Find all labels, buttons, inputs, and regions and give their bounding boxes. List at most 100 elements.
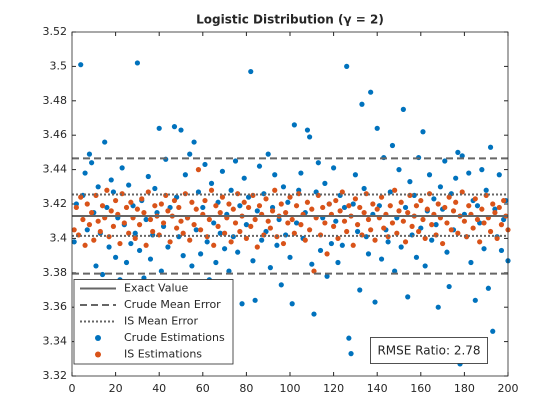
point [248,68,254,75]
x-tick-label: 100 [280,382,301,395]
point [291,230,297,236]
point [455,230,461,236]
point [226,201,232,207]
point [102,139,108,145]
point [487,228,494,235]
point [108,208,114,214]
point [429,237,435,243]
point [339,242,345,248]
point [228,187,234,193]
x-tick-label: 140 [367,382,388,395]
point [291,122,297,128]
point [219,168,226,174]
point [289,301,295,307]
point [322,180,328,186]
x-tick-label: 200 [498,382,519,395]
point [285,220,291,226]
point [446,194,452,200]
point [213,203,219,209]
legend-label: Exact Value [124,282,188,295]
point [359,101,365,107]
point [402,239,409,245]
point [189,263,195,269]
point [71,239,77,245]
point [193,206,199,212]
point [337,208,343,214]
point [202,197,208,204]
point [202,161,208,168]
point [95,184,101,190]
point [315,160,321,166]
point [365,216,372,223]
point [444,220,450,226]
point [496,172,502,178]
y-tick-label: 3.34 [43,335,68,348]
point [331,223,337,229]
point [237,228,243,235]
point [472,196,478,202]
point [165,208,171,214]
point [213,259,219,266]
point [278,201,284,207]
point [381,225,387,231]
point [235,249,241,255]
point [354,228,361,235]
x-tick-label: 120 [323,382,344,395]
point [232,158,239,164]
point [348,351,354,357]
point [435,304,441,310]
point [492,210,498,216]
point [479,206,485,212]
point [333,218,339,224]
point [339,189,345,195]
point [472,297,478,303]
point [136,247,143,254]
point [335,259,341,266]
y-tick-label: 3.38 [43,266,68,279]
point [200,204,206,211]
x-tick-label: 0 [69,382,76,395]
point [346,335,352,341]
point [265,218,271,224]
point [344,63,350,69]
point [372,237,378,243]
point [341,218,348,224]
point [485,285,491,291]
point [256,163,263,169]
point [237,203,243,209]
point [481,220,487,226]
point [422,235,428,241]
point [309,206,315,212]
point [396,167,402,173]
x-tick-label: 20 [109,382,123,395]
point [110,189,117,195]
point [298,170,304,176]
point [132,235,138,241]
point [370,201,376,207]
point [89,210,95,216]
legend-label: IS Estimations [124,348,202,361]
point [374,206,380,212]
point [78,194,84,200]
point [176,204,182,211]
point [263,196,269,202]
point [134,206,140,212]
x-tick-label: 60 [196,382,210,395]
point [368,227,374,233]
point [180,253,186,259]
point [128,240,134,247]
point [333,197,339,204]
legend-label: Crude Mean Error [124,298,221,311]
point [226,268,232,274]
point [134,60,140,66]
point [298,222,304,228]
point [394,230,400,236]
point [407,179,413,185]
point [132,230,138,236]
point [86,222,93,228]
y-tick-label: 3.36 [43,300,68,313]
point [396,208,402,214]
point [195,167,202,173]
point [178,218,184,224]
